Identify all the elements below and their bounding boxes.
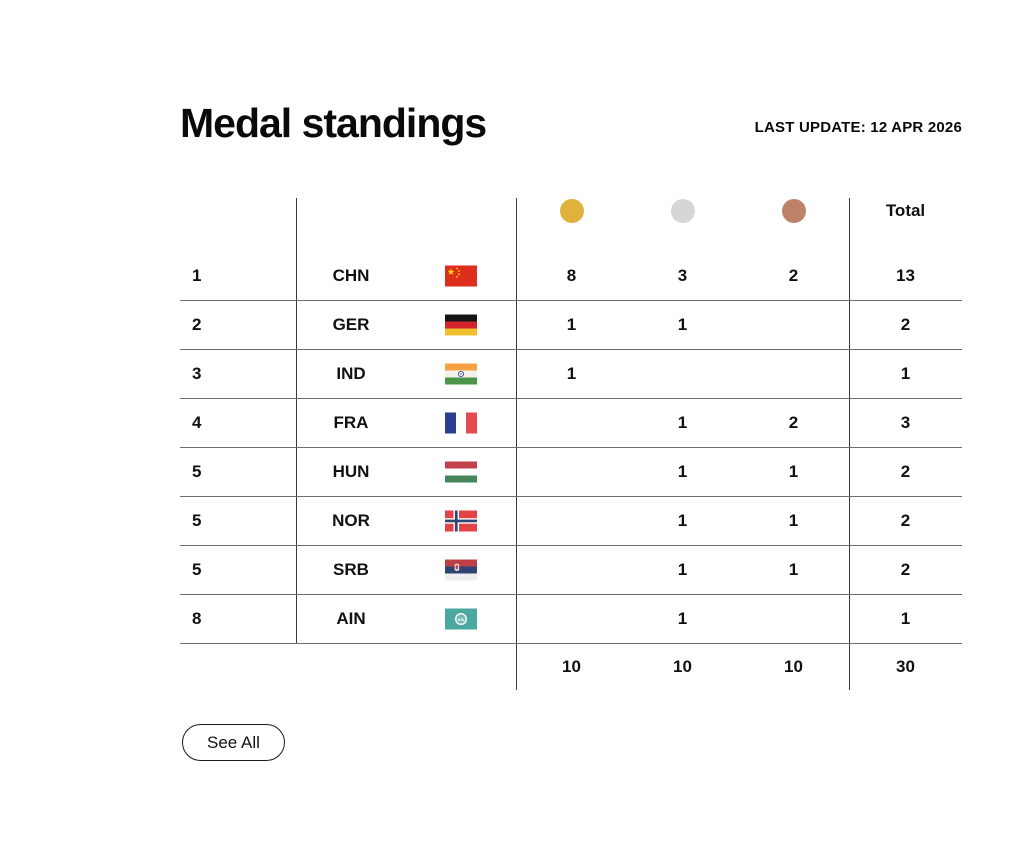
last-update-label: LAST UPDATE: 12 APR 2026 <box>754 119 962 136</box>
silver-count-cell: 1 <box>677 315 688 334</box>
total-count-cell: 2 <box>900 315 911 334</box>
country-code-cell: FRA <box>333 413 369 432</box>
gold-medal-icon <box>559 199 584 223</box>
silver-count-cell: 1 <box>677 511 688 530</box>
silver-medal-icon <box>670 199 695 223</box>
flag-srb-icon <box>445 559 477 581</box>
medal-standings-table: Total 1 CHN 8 3 2 13 2 GER 1 1 2 3 IND 1… <box>180 198 962 690</box>
flag-ind-icon <box>445 363 477 385</box>
country-code-cell: NOR <box>332 511 370 530</box>
flag-ain-icon: AIN <box>445 608 477 630</box>
table-row: 5 SRB 1 1 2 <box>180 545 962 594</box>
table-row: 2 GER 1 1 2 <box>180 300 962 349</box>
flag-chn-icon <box>445 265 477 287</box>
totals-silver: 10 <box>673 657 692 676</box>
column-divider <box>849 198 850 690</box>
flag-fra-icon <box>445 412 477 434</box>
total-column-header: Total <box>885 201 926 220</box>
total-count-cell: 13 <box>896 266 915 285</box>
bronze-count-cell: 2 <box>788 266 799 285</box>
svg-text:AIN: AIN <box>458 617 465 622</box>
country-code-cell: AIN <box>336 609 366 628</box>
silver-count-cell: 1 <box>677 462 688 481</box>
column-divider <box>516 198 517 690</box>
table-row: 5 NOR 1 1 2 <box>180 496 962 545</box>
table-row: 8 AIN AIN 1 1 <box>180 594 962 643</box>
flag-hun-icon <box>445 461 477 483</box>
silver-count-cell: 3 <box>677 266 688 285</box>
country-code-cell: CHN <box>332 266 370 285</box>
bronze-count-cell: 1 <box>788 511 799 530</box>
totals-row: 10 10 10 30 <box>180 643 962 690</box>
flag-ger-icon <box>445 314 477 336</box>
rank-cell: 5 <box>192 462 202 481</box>
rank-cell: 3 <box>192 364 202 383</box>
silver-count-cell: 1 <box>677 560 688 579</box>
bronze-count-cell: 2 <box>788 413 799 432</box>
totals-total: 30 <box>896 657 915 676</box>
country-code-cell: IND <box>336 364 366 383</box>
gold-count-cell: 1 <box>566 364 577 383</box>
gold-count-cell: 8 <box>566 266 577 285</box>
bronze-count-cell: 1 <box>788 560 799 579</box>
totals-gold: 10 <box>562 657 581 676</box>
rank-cell: 1 <box>192 266 202 285</box>
totals-bronze: 10 <box>784 657 803 676</box>
bronze-medal-icon <box>781 199 806 223</box>
column-divider <box>296 198 297 644</box>
total-count-cell: 2 <box>900 560 911 579</box>
total-count-cell: 1 <box>900 609 911 628</box>
table-row: 1 CHN 8 3 2 13 <box>180 252 962 300</box>
silver-count-cell: 1 <box>677 413 688 432</box>
page-title: Medal standings <box>180 100 487 146</box>
see-all-button[interactable]: See All <box>182 724 285 761</box>
rank-cell: 2 <box>192 315 202 334</box>
country-code-cell: SRB <box>333 560 369 579</box>
country-code-cell: HUN <box>332 462 370 481</box>
rank-cell: 8 <box>192 609 202 628</box>
silver-count-cell: 1 <box>677 609 688 628</box>
bronze-count-cell: 1 <box>788 462 799 481</box>
total-count-cell: 2 <box>900 462 911 481</box>
table-row: 3 IND 1 1 <box>180 349 962 398</box>
table-row: 4 FRA 1 2 3 <box>180 398 962 447</box>
rank-cell: 4 <box>192 413 202 432</box>
flag-nor-icon <box>445 510 477 532</box>
country-code-cell: GER <box>332 315 370 334</box>
total-count-cell: 3 <box>900 413 911 432</box>
gold-count-cell: 1 <box>566 315 577 334</box>
total-count-cell: 2 <box>900 511 911 530</box>
table-body: 1 CHN 8 3 2 13 2 GER 1 1 2 3 IND 1 1 4 F… <box>180 252 962 643</box>
rank-cell: 5 <box>192 560 202 579</box>
table-header-row: Total <box>180 198 962 252</box>
total-count-cell: 1 <box>900 364 911 383</box>
table-row: 5 HUN 1 1 2 <box>180 447 962 496</box>
rank-cell: 5 <box>192 511 202 530</box>
